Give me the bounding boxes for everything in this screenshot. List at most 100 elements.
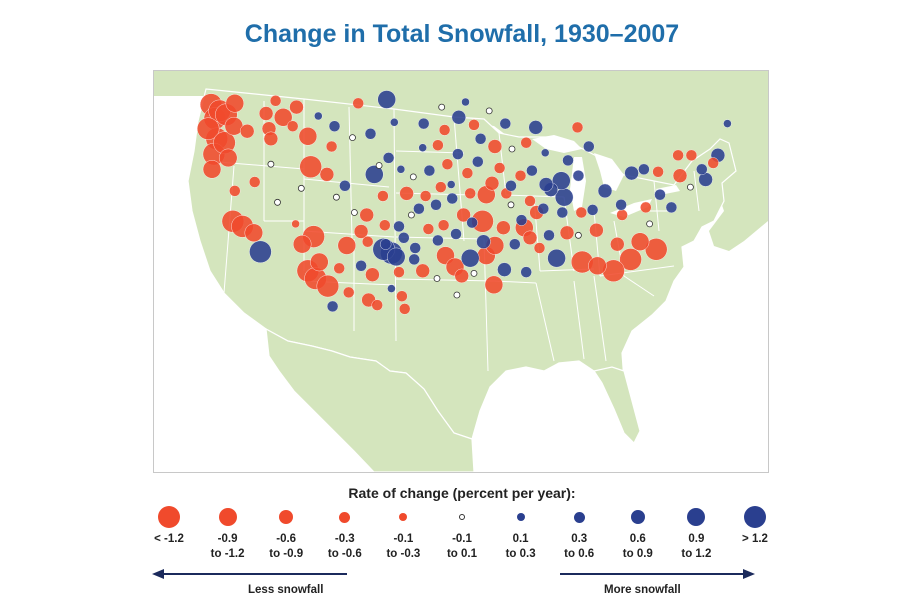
station-marker [696, 163, 708, 176]
station-marker [586, 204, 599, 216]
station-marker [447, 180, 456, 189]
station-marker [452, 148, 464, 160]
station-marker [418, 143, 427, 152]
station-marker [583, 140, 595, 153]
station-marker [461, 167, 474, 179]
station-marker [267, 160, 275, 168]
station-marker [638, 163, 650, 176]
legend-swatch [516, 513, 525, 521]
station-marker [432, 139, 444, 151]
station-marker [430, 199, 442, 211]
station-marker [520, 266, 532, 278]
legend-swatch [339, 511, 351, 523]
station-marker [297, 184, 305, 192]
station-marker [464, 187, 476, 200]
legend-label: 0.1 to 0.3 [505, 533, 536, 560]
station-marker [349, 134, 356, 141]
station-marker [556, 206, 568, 219]
station-marker [310, 252, 329, 272]
station-marker [559, 225, 575, 241]
station-marker [269, 95, 282, 107]
station-marker [474, 133, 487, 145]
station-marker [533, 242, 546, 254]
station-marker [361, 235, 374, 248]
legend-swatch [158, 506, 180, 528]
lake-superior [532, 135, 582, 153]
legend-swatch [459, 514, 465, 520]
station-marker [446, 192, 458, 205]
station-marker [371, 299, 383, 311]
station-marker [514, 169, 527, 182]
station-marker [461, 248, 480, 268]
station-marker [408, 253, 420, 266]
map-panel [153, 70, 769, 473]
station-marker [466, 216, 478, 229]
station-marker [508, 145, 516, 153]
station-marker [365, 165, 384, 184]
station-marker [314, 111, 323, 121]
station-marker [396, 165, 406, 174]
station-marker [409, 242, 421, 254]
more-snowfall-label: More snowfall [604, 584, 681, 596]
legend-swatch [630, 510, 645, 524]
legend-swatch [744, 506, 766, 528]
station-marker [522, 230, 538, 246]
station-marker [487, 139, 503, 154]
legend-label: > 1.2 [742, 533, 768, 545]
station-marker [398, 232, 410, 244]
station-marker [365, 267, 380, 282]
station-marker [562, 154, 574, 167]
station-marker [432, 234, 444, 247]
station-marker [538, 177, 554, 192]
station-marker [572, 169, 585, 182]
station-marker [202, 160, 222, 179]
station-marker [723, 119, 732, 128]
station-marker [249, 240, 272, 264]
station-marker [328, 120, 341, 132]
station-marker [352, 97, 364, 109]
lake-michigan [570, 157, 586, 211]
less-snowfall-arrow [152, 569, 347, 579]
station-marker [326, 300, 339, 313]
station-marker [547, 248, 566, 268]
station-marker [218, 148, 238, 168]
station-marker [377, 190, 389, 202]
station-marker [364, 128, 377, 140]
station-marker [461, 97, 470, 107]
station-marker [325, 140, 338, 153]
station-marker [646, 220, 654, 228]
station-marker [541, 148, 550, 158]
station-marker [298, 127, 318, 146]
station-marker [528, 120, 543, 135]
station-marker [665, 201, 678, 214]
station-marker [390, 118, 399, 127]
station-marker [485, 107, 493, 115]
legend-label: -0.1 to 0.1 [446, 533, 478, 560]
legend-label: -0.9 to -1.2 [210, 533, 245, 560]
station-marker [468, 119, 480, 131]
map-canvas [154, 71, 768, 472]
legend-label: < -1.2 [154, 533, 184, 545]
station-marker [393, 220, 405, 233]
station-marker [672, 168, 688, 183]
station-marker [418, 117, 430, 130]
station-marker [263, 131, 279, 147]
station-marker [197, 117, 220, 140]
map-title: Change in Total Snowfall, 1930–2007 [244, 20, 680, 48]
station-marker [552, 171, 571, 190]
station-marker [520, 136, 532, 149]
station-marker [454, 268, 469, 284]
legend-label: 0.9 to 1.2 [681, 533, 712, 560]
legend-label: -0.1 to -0.3 [386, 533, 421, 560]
station-marker [507, 201, 515, 209]
legend-label: 0.6 to 0.9 [622, 533, 653, 560]
station-marker [433, 275, 441, 282]
station-marker [497, 262, 512, 277]
station-marker [575, 206, 587, 219]
station-marker [437, 219, 450, 231]
station-marker [342, 286, 355, 299]
station-marker [505, 180, 517, 192]
station-marker [396, 290, 408, 302]
station-marker [526, 164, 538, 177]
station-marker [377, 90, 396, 109]
